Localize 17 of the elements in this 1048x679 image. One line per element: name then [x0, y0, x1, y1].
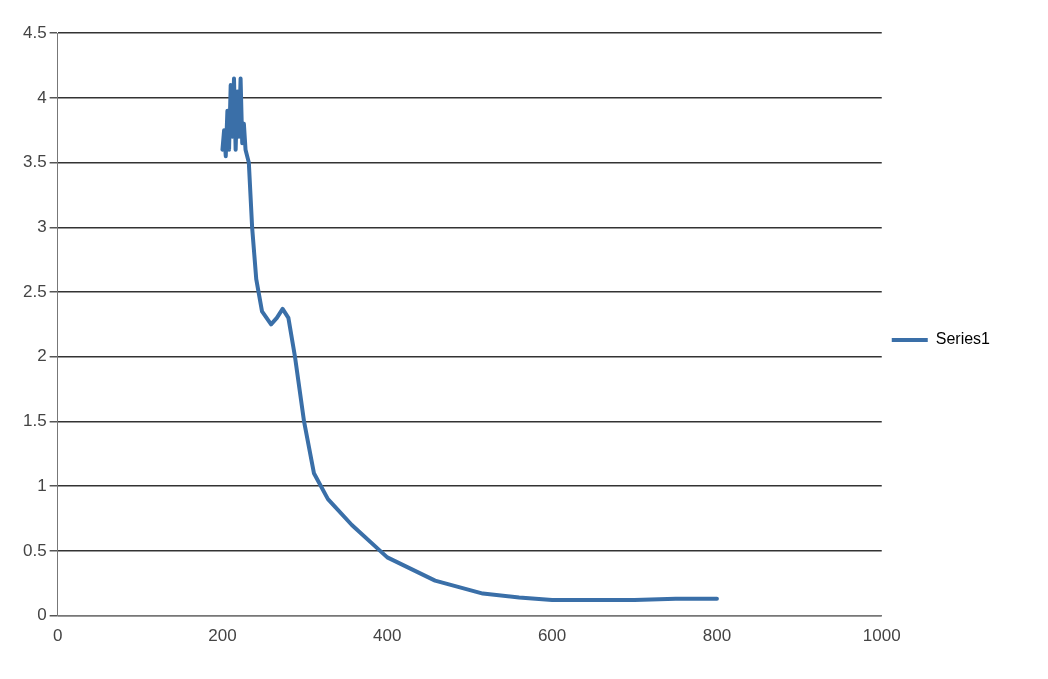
y-tick-label: 1.5 [22, 411, 47, 431]
y-tick-label: 4.5 [22, 22, 47, 42]
y-tick-label: 0.5 [22, 540, 47, 560]
y-tick-label: 3.5 [22, 152, 47, 172]
x-tick-label: 0 [52, 626, 63, 646]
y-tick-label: 2 [37, 346, 47, 366]
y-tick-label: 2.5 [22, 281, 47, 301]
x-tick-label: 1000 [862, 626, 901, 646]
y-tick-label: 1 [37, 475, 47, 495]
y-tick-label: 3 [37, 217, 47, 237]
y-tick-label: 4 [37, 87, 47, 107]
x-tick-label: 200 [208, 626, 237, 646]
x-tick-label: 400 [373, 626, 402, 646]
y-tick-label: 0 [37, 605, 47, 625]
x-tick-label: 800 [702, 626, 732, 646]
legend-label: Series1 [935, 330, 991, 348]
x-tick-label: 600 [537, 626, 567, 646]
